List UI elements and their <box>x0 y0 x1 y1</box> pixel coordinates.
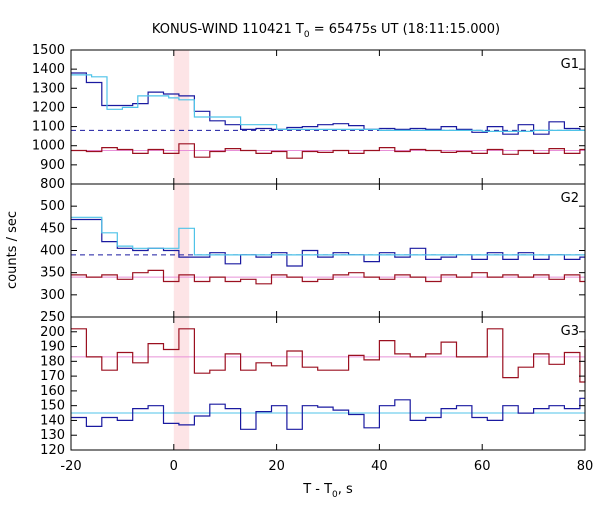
y-axis-label: counts / sec <box>5 211 20 289</box>
chart-title: KONUS-WIND 110421 T0 = 65475s UT (18:11:… <box>152 22 500 40</box>
y-tick-label: 130 <box>40 428 65 443</box>
x-tick-label: 40 <box>371 459 388 474</box>
series-blue-step-line <box>71 397 585 430</box>
x-tick-label: 20 <box>268 459 285 474</box>
series-blue-step-line <box>71 72 585 135</box>
y-tick-label: 1200 <box>32 100 65 115</box>
y-tick-label: 150 <box>40 399 65 414</box>
series-cyan-step-line <box>71 216 585 256</box>
panel-label: G3 <box>561 324 579 339</box>
y-tick-label: 120 <box>40 443 65 458</box>
panel-label: G1 <box>561 57 579 72</box>
y-tick-label: 140 <box>40 413 65 428</box>
y-tick-label: 300 <box>40 288 65 303</box>
panel-g2: 250 300 350 400 450 500 G2 <box>40 183 586 325</box>
y-tick-label: 190 <box>40 340 65 355</box>
x-tick-label: 60 <box>474 459 491 474</box>
y-tick-label: 1000 <box>32 139 65 154</box>
x-tick-label: 80 <box>577 459 594 474</box>
panel-frame <box>70 316 586 451</box>
series-red-step-line <box>71 328 586 383</box>
y-tick-label: 1300 <box>32 81 65 96</box>
panel-g1: 800 900 1000 1100 1200 1300 1400 1500 G1 <box>32 43 586 192</box>
y-tick-label: 1500 <box>32 43 65 58</box>
y-tick-label: 250 <box>40 310 65 325</box>
y-tick-label: 350 <box>40 266 65 281</box>
series-cyan-step-line <box>71 74 585 132</box>
y-tick-label: 400 <box>40 244 65 259</box>
y-tick-label: 200 <box>40 325 65 340</box>
x-axis-label: T - T0, s <box>302 482 353 500</box>
x-tick-label: 0 <box>170 459 178 474</box>
series-blue-step-line <box>71 218 585 267</box>
y-tick-label: 1400 <box>32 62 65 77</box>
y-tick-label: 180 <box>40 354 65 369</box>
y-tick-label: 450 <box>40 221 65 236</box>
y-tick-label: 900 <box>40 158 65 173</box>
y-tick-label: 800 <box>40 177 65 192</box>
plot-layer: 800900100011001200130014001500G125030035… <box>32 43 593 474</box>
y-tick-label: 170 <box>40 369 65 384</box>
series-red-step-line <box>71 143 585 159</box>
y-tick-label: 1100 <box>32 120 65 135</box>
series-red-step-line <box>71 269 585 285</box>
y-tick-label: 500 <box>40 199 65 214</box>
y-tick-label: 160 <box>40 384 65 399</box>
x-tick-label: -20 <box>60 459 81 474</box>
panel-label: G2 <box>561 191 579 206</box>
